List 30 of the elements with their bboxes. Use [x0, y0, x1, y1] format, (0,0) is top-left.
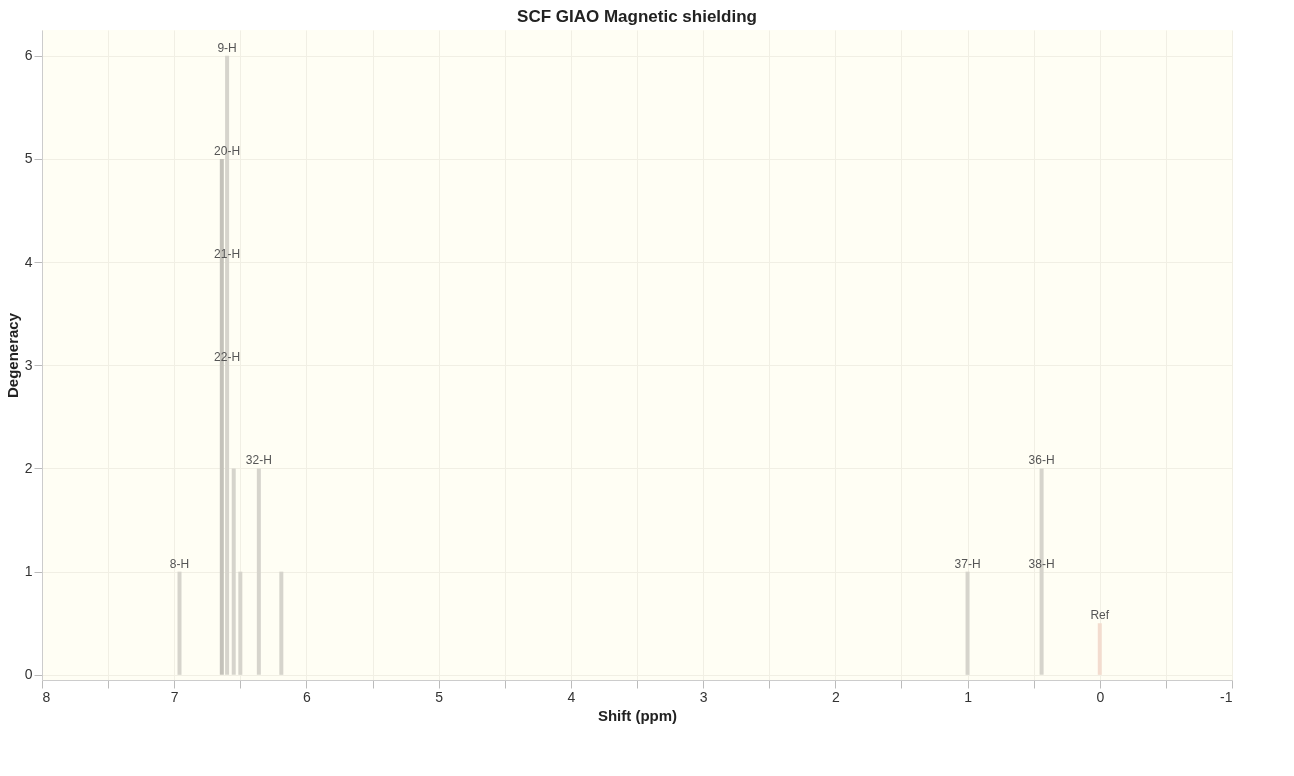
x-tick-label: 7 [170, 688, 179, 705]
x-tick-label: 5 [435, 688, 444, 705]
y-tick-label: 4 [24, 253, 33, 270]
x-tick-label: 6 [303, 688, 312, 705]
y-tick-label: 0 [24, 666, 33, 683]
x-tick-label: 8 [42, 688, 51, 705]
x-tick-label: 1 [964, 688, 973, 705]
chart-title: SCF GIAO Magnetic shielding [517, 7, 757, 26]
y-tick-label: 2 [24, 459, 33, 476]
x-tick-label: 4 [567, 688, 576, 705]
x-tick-label: 3 [699, 688, 708, 705]
y-tick-label: 3 [24, 356, 33, 373]
y-tick-label: 1 [24, 563, 33, 580]
annotation: 32-H [245, 453, 272, 468]
annotation: 20-H [214, 143, 241, 158]
x-axis-title: Shift (ppm) [597, 706, 678, 724]
x-tick-label: -1 [1220, 688, 1233, 705]
annotation: 21-H [214, 247, 241, 262]
y-tick-label: 5 [24, 150, 33, 167]
annotation: 37-H [954, 556, 981, 571]
annotation: 36-H [1028, 453, 1055, 468]
annotation: 8-H [169, 556, 190, 571]
annotation: Ref [1090, 608, 1110, 623]
annotation: 22-H [214, 350, 241, 365]
annotation: 9-H [217, 40, 237, 55]
y-tick-label: 6 [24, 47, 33, 64]
x-tick-label: 2 [831, 688, 840, 705]
y-axis-title: Degeneracy [3, 312, 21, 399]
x-tick-label: 0 [1096, 688, 1105, 705]
annotation: 38-H [1028, 556, 1055, 571]
